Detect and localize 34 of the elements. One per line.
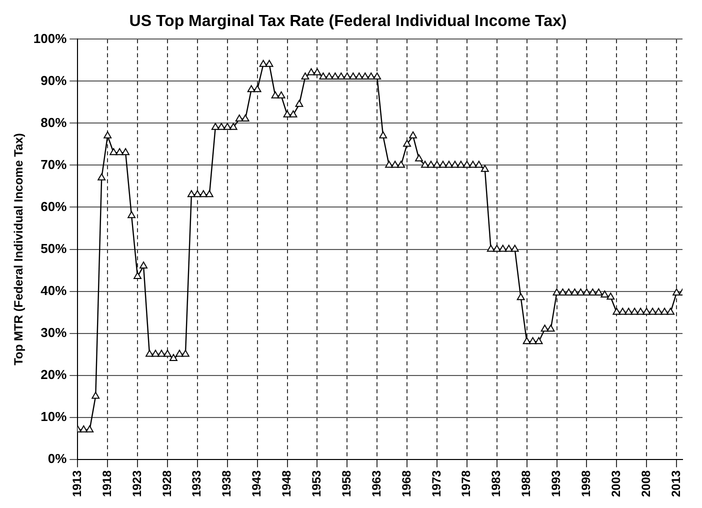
x-tick-label: 1953 [310,470,324,498]
x-tick-label: 2003 [608,470,623,498]
x-tick-label: 1948 [280,470,294,498]
x-tick-label: 1998 [579,470,594,498]
x-tick-label: 1938 [220,470,234,498]
x-tick-label: 1968 [399,470,414,498]
x-tick-label: 1963 [369,470,384,498]
x-tick-label: 1988 [519,470,534,498]
y-tick-label: 40% [40,282,68,298]
x-tick-label: 1973 [429,470,444,498]
y-tick-label: 0% [48,450,68,466]
x-tick-label: 2013 [668,470,683,498]
x-tick-label: 1928 [160,470,174,498]
x-tick-label: 1918 [100,470,114,498]
x-tick-label: 1913 [70,470,84,498]
x-tick-label: 1923 [130,470,144,498]
y-tick-label: 50% [40,240,68,256]
x-tick-label: 1933 [190,470,204,498]
y-tick-label: 90% [40,72,68,88]
y-tick-label: 10% [40,408,68,424]
x-tick-label: 2008 [638,470,653,498]
y-tick-label: 30% [40,324,68,340]
x-tick-label: 1958 [339,470,354,498]
x-tick-label: 1993 [549,470,564,498]
chart-title: US Top Marginal Tax Rate (Federal Individual Income Tax) [129,13,567,30]
x-tick-label: 1983 [489,470,504,498]
x-tick-label: 1978 [459,470,474,498]
y-tick-label: 70% [40,156,68,172]
y-tick-label: 80% [40,114,68,130]
x-tick-label: 1943 [250,470,264,498]
y-tick-label: 60% [40,198,68,214]
y-tick-label: 20% [40,366,68,382]
y-tick-label: 100% [33,30,68,46]
y-axis-title: Top MTR (Federal Individual Income Tax) [12,133,26,366]
